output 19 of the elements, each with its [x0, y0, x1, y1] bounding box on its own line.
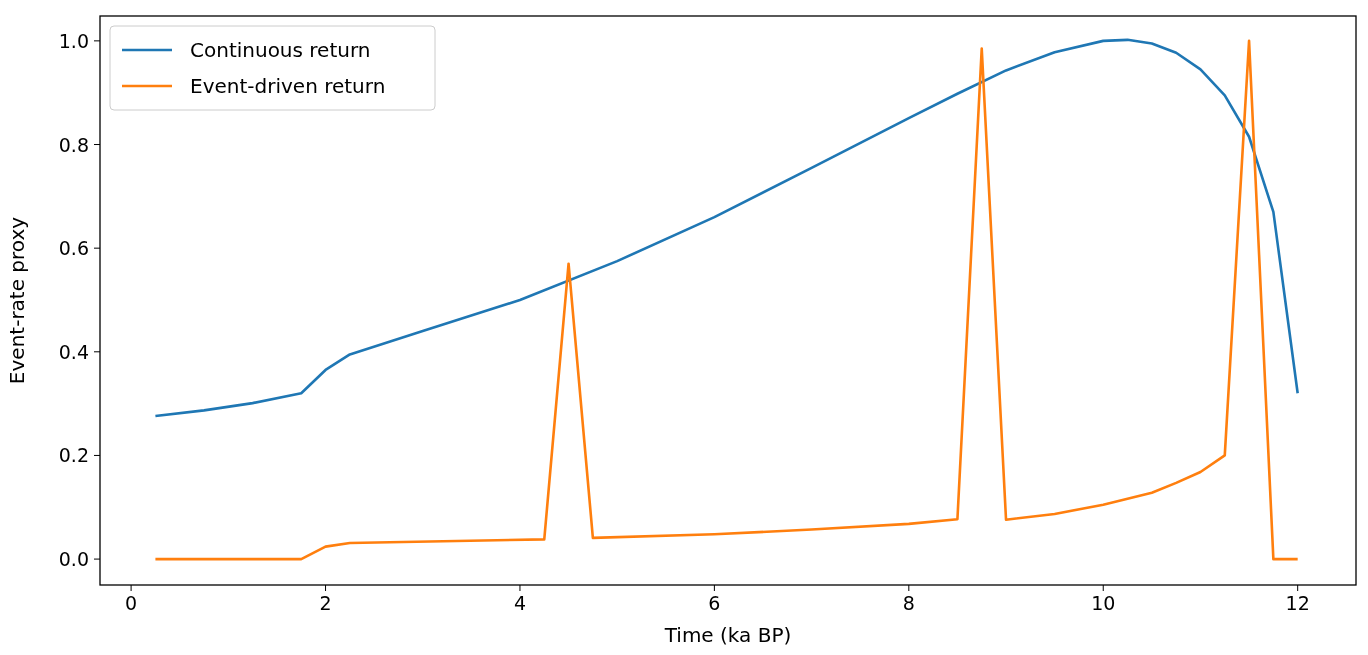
y-tick-label: 0.4: [58, 340, 89, 363]
y-tick-label: 0.6: [58, 237, 89, 260]
x-tick-label: 0: [125, 592, 138, 614]
y-tick-label: 0.8: [58, 133, 89, 156]
x-axis-title: Time (ka BP): [663, 623, 792, 647]
y-tick-label: 1.0: [58, 29, 89, 52]
y-tick-label: 0.0: [58, 548, 89, 571]
y-axis-title: Event-rate proxy: [5, 216, 29, 385]
legend-label: Continuous return: [190, 38, 371, 62]
x-tick-label: 8: [902, 592, 915, 614]
y-tick-label: 0.2: [58, 444, 89, 467]
legend-label: Event-driven return: [190, 74, 386, 98]
line-series: [154, 38, 1299, 418]
x-tick-label: 10: [1091, 592, 1116, 614]
x-tick-label: 2: [319, 592, 332, 614]
x-tick-label: 4: [513, 592, 527, 614]
x-tick-label: 6: [708, 592, 721, 614]
line-series: [154, 39, 1299, 561]
x-tick-label: 12: [1285, 592, 1310, 614]
